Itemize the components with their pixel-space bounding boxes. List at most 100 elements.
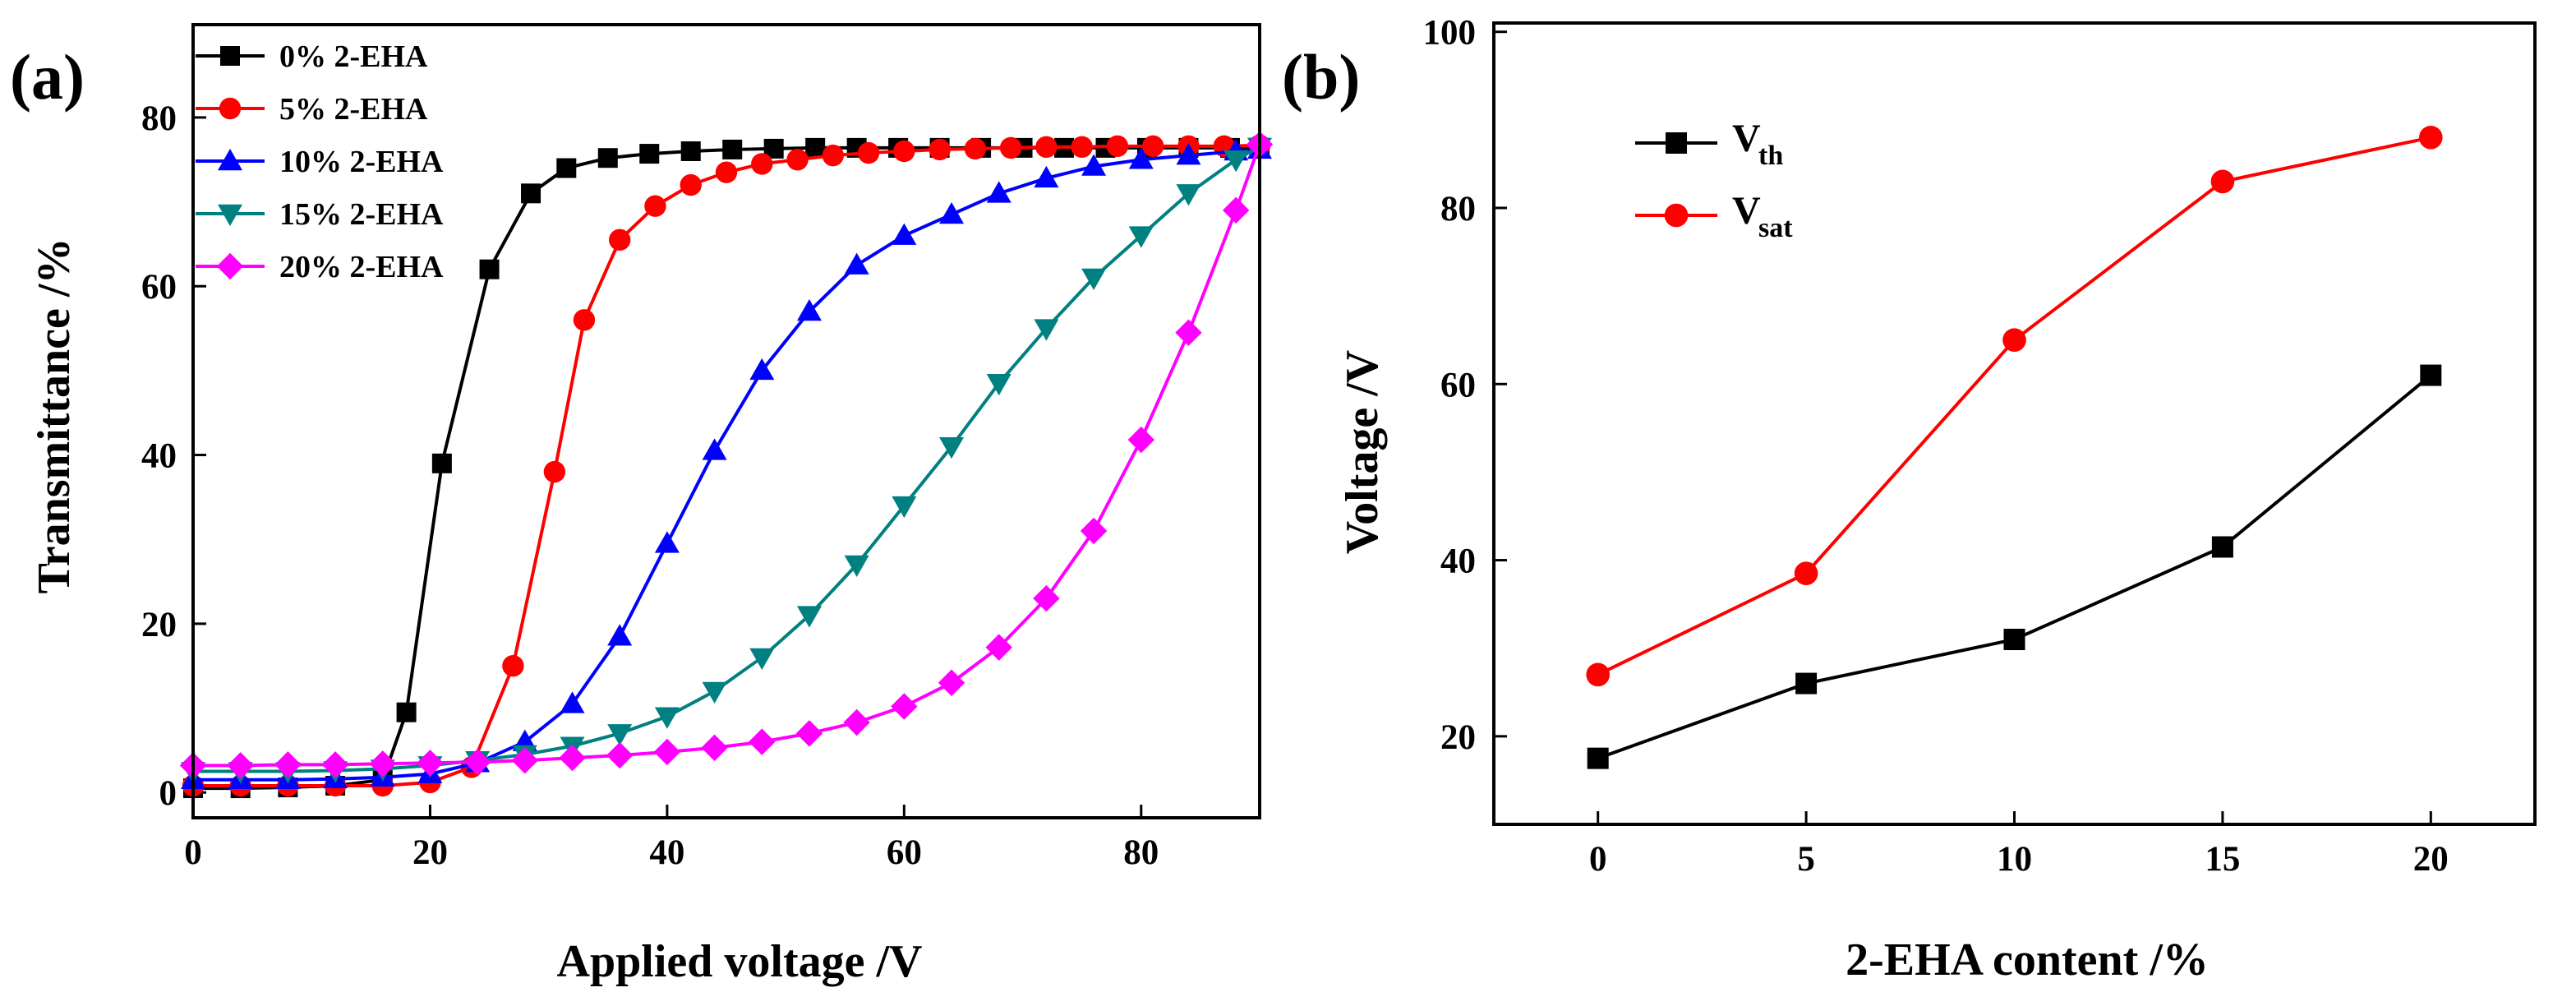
data-point	[843, 708, 870, 736]
chart-a-ticks: 0 20 40 60 80 0 20 40 60 80	[141, 99, 1159, 872]
chart-a-xlabel: Applied voltage /V	[557, 936, 923, 987]
x-tick-label: 15	[2205, 840, 2240, 879]
x-tick-label: 20	[412, 833, 448, 872]
legend-label: 10% 2-EHA	[279, 145, 444, 179]
chart-b-ticks: 0 5 10 15 20 20 40 60 80 100	[1423, 14, 2449, 879]
data-point	[986, 374, 1012, 396]
legend-label-subscript: th	[1758, 141, 1783, 171]
data-point	[396, 702, 417, 722]
series-5-2-eha	[182, 134, 1271, 797]
data-point	[511, 746, 539, 774]
chart-a: (a) 0 20 40 60 80 0 20 40 60 80 0% 2-EHA 5% 2-EHA 1…	[10, 23, 1274, 987]
y-tick-label: 20	[141, 606, 177, 644]
data-point	[722, 139, 743, 159]
data-point	[822, 144, 844, 167]
legend-marker	[219, 97, 242, 120]
data-point	[2002, 328, 2026, 353]
data-point	[1587, 747, 1609, 769]
data-point	[892, 223, 917, 245]
data-point	[1034, 319, 1059, 341]
data-point	[606, 741, 634, 769]
y-tick-label: 60	[1440, 366, 1476, 404]
data-point	[796, 299, 822, 321]
data-point	[1035, 136, 1058, 159]
data-point	[521, 183, 541, 204]
data-point	[1033, 584, 1060, 612]
data-point	[749, 648, 775, 670]
data-point	[751, 153, 773, 175]
data-point	[560, 691, 585, 713]
legend-label: 15% 2-EHA	[279, 197, 444, 232]
data-point	[607, 624, 633, 646]
data-point	[1222, 196, 1250, 224]
data-point	[639, 144, 660, 164]
data-point	[891, 693, 918, 720]
series-20-2-eha	[179, 131, 1274, 779]
data-point	[227, 752, 254, 779]
data-point	[654, 531, 680, 553]
data-point	[1128, 226, 1154, 248]
data-point	[1106, 135, 1129, 158]
series-line	[193, 145, 1260, 791]
chart-a-plot-frame	[191, 23, 1261, 819]
data-point	[805, 137, 826, 158]
data-point	[857, 141, 880, 164]
x-tick-label: 80	[1123, 833, 1159, 872]
data-point	[680, 141, 701, 161]
data-point	[1071, 136, 1093, 159]
data-point	[715, 161, 738, 183]
legend-item: Vth	[1635, 117, 1783, 171]
chart-b-plot-frame	[1492, 21, 2537, 826]
legend-item: 20% 2-EHA	[196, 250, 444, 284]
chart-a-legend: 0% 2-EHA 5% 2-EHA 10% 2-EHA 15% 2-EHA 20% 2-…	[196, 39, 444, 284]
legend-marker	[218, 204, 242, 226]
x-tick-label: 0	[184, 833, 202, 872]
data-point	[795, 720, 823, 747]
data-point	[749, 728, 776, 755]
data-point	[749, 358, 775, 381]
x-tick-label: 0	[1589, 840, 1607, 879]
data-point	[844, 555, 869, 578]
data-point	[702, 438, 727, 460]
series-line	[193, 143, 1260, 787]
data-point	[1080, 517, 1108, 545]
data-point	[653, 738, 681, 766]
data-point	[274, 751, 302, 778]
x-tick-label: 5	[1797, 840, 1815, 879]
panel-a-label: (a)	[10, 41, 85, 113]
y-tick-label: 40	[141, 437, 177, 476]
series-15-2-eha	[181, 137, 1272, 784]
data-point	[597, 148, 618, 168]
legend-label: V	[1732, 117, 1761, 160]
y-tick-label: 60	[141, 268, 177, 307]
data-point	[321, 751, 349, 778]
data-point	[1223, 150, 1249, 173]
data-point	[1176, 184, 1201, 206]
series-line	[1597, 374, 2432, 760]
data-point	[939, 437, 965, 459]
y-tick-label: 80	[1440, 190, 1476, 228]
data-point	[1175, 319, 1202, 346]
chart-b-xlabel: 2-EHA content /%	[1846, 934, 2209, 985]
data-point	[1081, 268, 1107, 290]
legend-label: 20% 2-EHA	[279, 250, 444, 284]
data-point	[929, 138, 951, 161]
data-point	[796, 606, 822, 628]
data-point	[964, 137, 987, 160]
data-point	[2419, 125, 2443, 150]
data-point	[2211, 536, 2233, 558]
y-tick-label: 0	[159, 774, 177, 813]
legend-item: 5% 2-EHA	[196, 92, 428, 127]
data-point	[1081, 154, 1107, 176]
legend-label: 5% 2-EHA	[279, 92, 428, 127]
data-point	[938, 669, 965, 696]
legend-label: 0% 2-EHA	[279, 39, 428, 74]
legend-item: 15% 2-EHA	[196, 197, 444, 232]
data-point	[999, 136, 1022, 159]
data-point	[986, 181, 1012, 203]
data-point	[893, 140, 915, 163]
series-line	[193, 147, 1260, 782]
data-point	[559, 744, 586, 772]
data-point	[1142, 135, 1164, 158]
chart-b-series	[1586, 125, 2443, 769]
